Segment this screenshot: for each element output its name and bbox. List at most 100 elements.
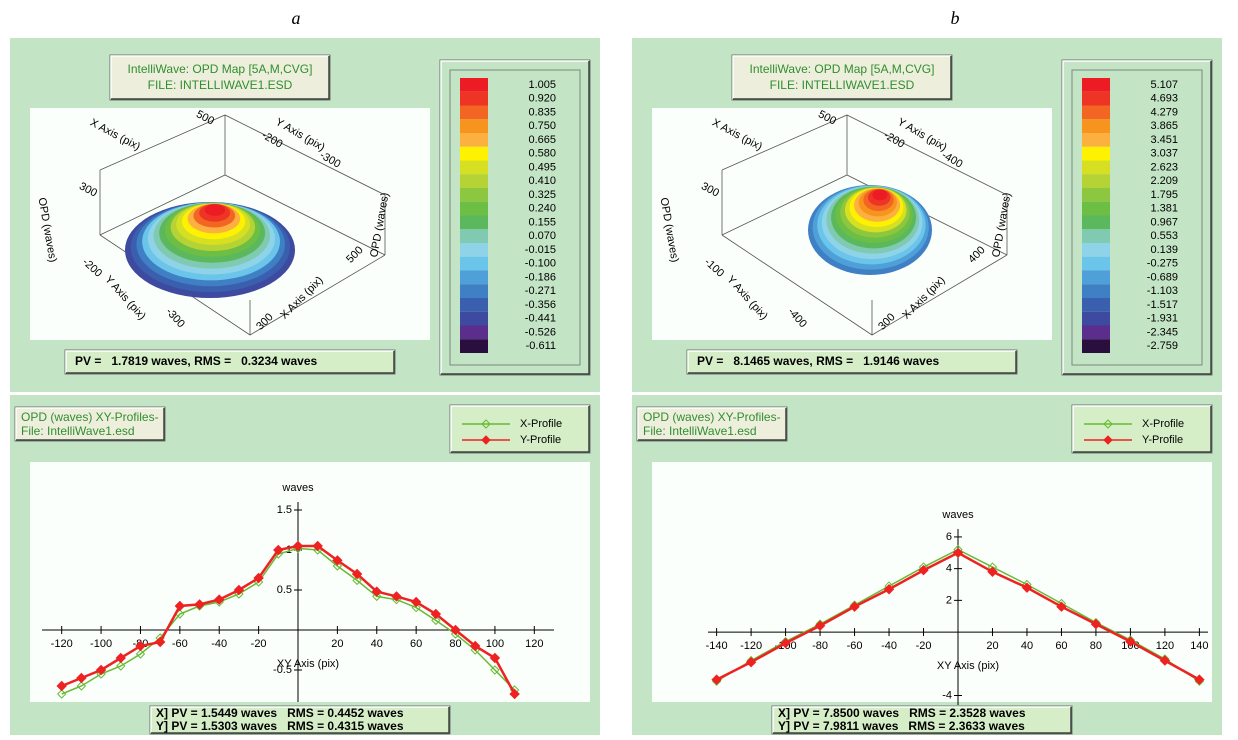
map-title: IntelliWave: OPD Map [5A,M,CVG] [128, 62, 313, 76]
stats-box [686, 349, 1018, 375]
bevel [1062, 60, 1211, 374]
profile-marker [711, 674, 722, 685]
bevel [451, 406, 590, 453]
bevel [1072, 405, 1211, 452]
colorbar-label: 0.240 [528, 203, 556, 215]
bevel [687, 350, 1016, 373]
x-tick-label: 80 [1090, 640, 1102, 652]
profile-marker [115, 652, 126, 664]
profile-line [61, 547, 516, 695]
x-tick-label: -100 [90, 638, 112, 650]
map-file: FILE: INTELLIWAVE1.ESD [148, 78, 293, 92]
title-box [731, 54, 953, 101]
bevel [688, 351, 1017, 374]
legend-marker [1103, 419, 1113, 429]
colorbar-swatch [1082, 311, 1110, 326]
colorbar-swatch [460, 160, 488, 175]
colorbar-label: 0.835 [528, 106, 556, 118]
bevel [16, 408, 165, 441]
plot-area [652, 462, 1212, 702]
x-tick-label: 100 [486, 638, 504, 650]
colorbar-label: 0.967 [1150, 216, 1178, 228]
panel-label: a [292, 8, 301, 28]
y-tick-label: -4 [942, 689, 952, 701]
colorbar-label: 3.037 [1150, 148, 1178, 160]
panel: IntelliWave: OPD Map [5A,M,CVG] FILE: INT… [10, 38, 600, 735]
colorbar-swatch [1082, 284, 1110, 298]
profile-marker [430, 608, 442, 620]
colorbar-swatch [460, 339, 488, 353]
x-tick-label: 60 [1055, 640, 1067, 652]
y-tick-label: -0.5 [273, 664, 292, 676]
y-axis-label: waves [941, 509, 974, 521]
colorbar-swatch [460, 188, 488, 202]
colorbar-swatch [1082, 325, 1110, 340]
map-stats: PV = 8.1465 waves, RMS = 1.9146 waves [697, 354, 939, 368]
map-stats: PV = 1.7819 waves, RMS = 0.3234 waves [75, 354, 317, 368]
legend [1071, 404, 1213, 454]
colorbar-label: 0.495 [528, 161, 556, 173]
profile-marker [135, 640, 146, 652]
colorbar-label: -2.345 [1147, 326, 1178, 338]
x-tick-label: -60 [172, 638, 188, 650]
profile-title: OPD (waves) XY-Profiles- [643, 410, 781, 424]
profile-title: OPD (waves) XY-Profiles- [21, 410, 159, 424]
bevel [441, 61, 590, 375]
profile-marker [1159, 655, 1171, 666]
bevel [440, 60, 589, 374]
profile-stats: Y] PV = 1.5303 waves RMS = 0.4315 waves [156, 719, 404, 733]
colorbar-swatch [1082, 270, 1110, 285]
colorbar-label: -0.275 [1147, 258, 1178, 270]
profile-marker [233, 584, 245, 596]
colorbar-label: -0.526 [525, 326, 556, 338]
stats-box [149, 705, 451, 735]
colorbar-swatch [460, 119, 488, 133]
colorbar-swatch [1082, 243, 1110, 257]
title-box [14, 406, 166, 442]
colorbar-swatch [1082, 78, 1110, 92]
profile-marker [56, 689, 67, 699]
legend-label: X-Profile [520, 418, 562, 430]
colorbar-label: 3.451 [1150, 134, 1178, 146]
title-box [109, 54, 331, 101]
legend-label: X-Profile [1142, 418, 1184, 430]
colorbar-swatch [460, 229, 488, 243]
x-tick-label: 80 [449, 638, 461, 650]
panel: IntelliWave: OPD Map [5A,M,CVG] FILE: INT… [632, 38, 1222, 735]
profile-marker [849, 601, 860, 612]
x-tick-label: 20 [986, 640, 998, 652]
colorbar-label: -0.356 [525, 299, 556, 311]
colorbar-label: -0.100 [525, 258, 556, 270]
profile-marker [154, 636, 166, 648]
surface-band [204, 204, 226, 216]
colorbar-swatch [1082, 188, 1110, 202]
profile-marker [76, 672, 87, 684]
colorbar-label: -1.931 [1147, 313, 1178, 325]
colorbar-swatch [460, 243, 488, 257]
profile-marker [135, 649, 146, 659]
colorbar-label: 1.381 [1150, 203, 1178, 215]
colorbar-swatch [460, 146, 488, 161]
colorbar-label: 2.209 [1150, 175, 1178, 187]
colorbar-label: 2.623 [1150, 161, 1178, 173]
colorbar-swatch [460, 78, 488, 92]
x-tick-label: -40 [881, 640, 897, 652]
colorbar-label: 3.865 [1150, 120, 1178, 132]
profile-marker [372, 591, 382, 602]
x-tick-label: 140 [1190, 640, 1208, 652]
profile-marker [1056, 601, 1067, 612]
x-tick-label: -20 [251, 638, 267, 650]
bevel [150, 706, 449, 733]
colorbar-swatch [460, 215, 488, 230]
colorbar-label: -0.015 [525, 244, 556, 256]
colorbar-label: 0.139 [1150, 244, 1178, 256]
colorbar-label: -2.759 [1147, 340, 1178, 352]
x-tick-label: 20 [331, 638, 343, 650]
colorbar-swatch [1082, 133, 1110, 147]
colorbar-label: -1.103 [1147, 285, 1178, 297]
colorbar-label: 0.155 [528, 216, 556, 228]
profile-file: File: IntelliWave1.esd [21, 424, 135, 438]
bevel [110, 55, 329, 99]
colorbar-label: 0.750 [528, 120, 556, 132]
profile-marker [410, 596, 422, 608]
